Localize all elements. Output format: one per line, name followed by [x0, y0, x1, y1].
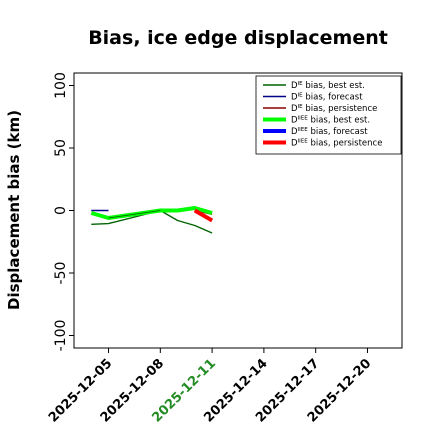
y-tick-label: 100	[53, 72, 69, 99]
x-axis: 2025-12-052025-12-082025-12-112025-12-14…	[46, 348, 374, 426]
y-tick-label: -50	[53, 262, 69, 285]
series-layer	[90, 206, 214, 234]
legend-label: DIE bias, best est.	[291, 81, 365, 91]
series-line	[90, 206, 213, 220]
legend-label: DIIEE bias, persistence	[291, 139, 382, 149]
series-line	[108, 210, 161, 219]
legend: DIE bias, best est. DIE bias, forecastDIE…	[255, 75, 402, 155]
chart-title: Bias, ice edge displacement	[88, 27, 388, 49]
y-tick-label: 50	[53, 139, 69, 157]
y-axis-label: Displacement bias (km)	[5, 110, 23, 310]
y-tick-label: 0	[53, 206, 69, 215]
legend-label: DIIEE bias, forecast	[291, 127, 368, 137]
y-tick-label: -100	[53, 320, 69, 352]
legend-box	[255, 75, 402, 155]
y-axis: -100 -50 0 50 100	[53, 72, 74, 351]
legend-label: DIE bias, persistence	[291, 104, 377, 114]
series-line	[91, 209, 213, 234]
legend-label: DIIEE bias, best est.	[291, 116, 370, 126]
series-line	[193, 208, 214, 223]
legend-label: DIE bias, forecast	[291, 93, 363, 103]
